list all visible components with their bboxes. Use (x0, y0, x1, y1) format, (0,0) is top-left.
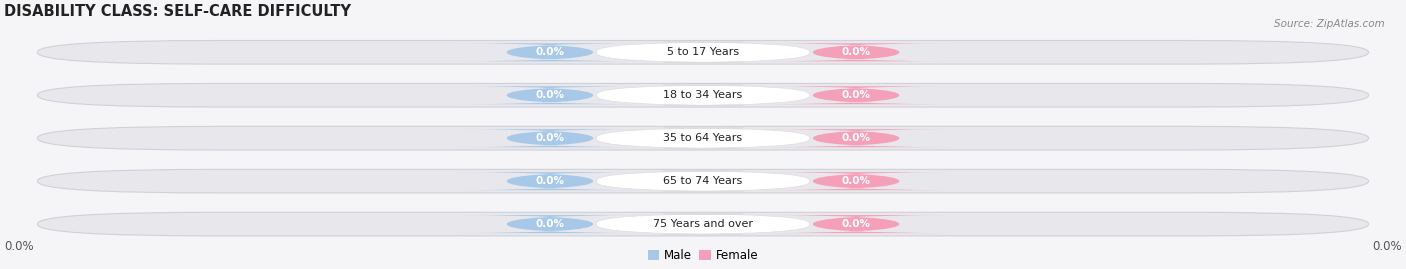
Text: 0.0%: 0.0% (842, 176, 870, 186)
FancyBboxPatch shape (453, 86, 647, 104)
FancyBboxPatch shape (759, 129, 953, 147)
FancyBboxPatch shape (759, 43, 953, 61)
FancyBboxPatch shape (596, 42, 810, 63)
Text: 18 to 34 Years: 18 to 34 Years (664, 90, 742, 100)
FancyBboxPatch shape (596, 128, 810, 148)
Text: 75 Years and over: 75 Years and over (652, 219, 754, 229)
FancyBboxPatch shape (596, 171, 810, 192)
FancyBboxPatch shape (453, 172, 647, 190)
Text: 0.0%: 0.0% (842, 90, 870, 100)
FancyBboxPatch shape (38, 41, 1368, 64)
FancyBboxPatch shape (759, 172, 953, 190)
FancyBboxPatch shape (38, 169, 1368, 193)
FancyBboxPatch shape (759, 86, 953, 104)
Text: 0.0%: 0.0% (536, 90, 564, 100)
Text: 0.0%: 0.0% (536, 47, 564, 57)
Text: 0.0%: 0.0% (842, 47, 870, 57)
FancyBboxPatch shape (759, 215, 953, 233)
FancyBboxPatch shape (453, 129, 647, 147)
Text: 5 to 17 Years: 5 to 17 Years (666, 47, 740, 57)
Text: 65 to 74 Years: 65 to 74 Years (664, 176, 742, 186)
Text: 0.0%: 0.0% (536, 133, 564, 143)
Text: 35 to 64 Years: 35 to 64 Years (664, 133, 742, 143)
FancyBboxPatch shape (38, 212, 1368, 236)
Text: 0.0%: 0.0% (536, 176, 564, 186)
FancyBboxPatch shape (453, 43, 647, 61)
Text: Source: ZipAtlas.com: Source: ZipAtlas.com (1274, 19, 1385, 29)
FancyBboxPatch shape (38, 83, 1368, 107)
Text: 0.0%: 0.0% (842, 219, 870, 229)
Text: DISABILITY CLASS: SELF-CARE DIFFICULTY: DISABILITY CLASS: SELF-CARE DIFFICULTY (4, 4, 352, 19)
FancyBboxPatch shape (453, 215, 647, 233)
Text: 0.0%: 0.0% (536, 219, 564, 229)
Text: 0.0%: 0.0% (4, 240, 34, 253)
FancyBboxPatch shape (596, 85, 810, 105)
FancyBboxPatch shape (38, 126, 1368, 150)
Legend: Male, Female: Male, Female (643, 244, 763, 267)
FancyBboxPatch shape (596, 214, 810, 234)
Text: 0.0%: 0.0% (842, 133, 870, 143)
Text: 0.0%: 0.0% (1372, 240, 1402, 253)
